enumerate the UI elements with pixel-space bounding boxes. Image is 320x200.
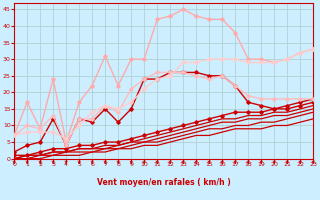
X-axis label: Vent moyen/en rafales ( km/h ): Vent moyen/en rafales ( km/h ): [97, 178, 230, 187]
